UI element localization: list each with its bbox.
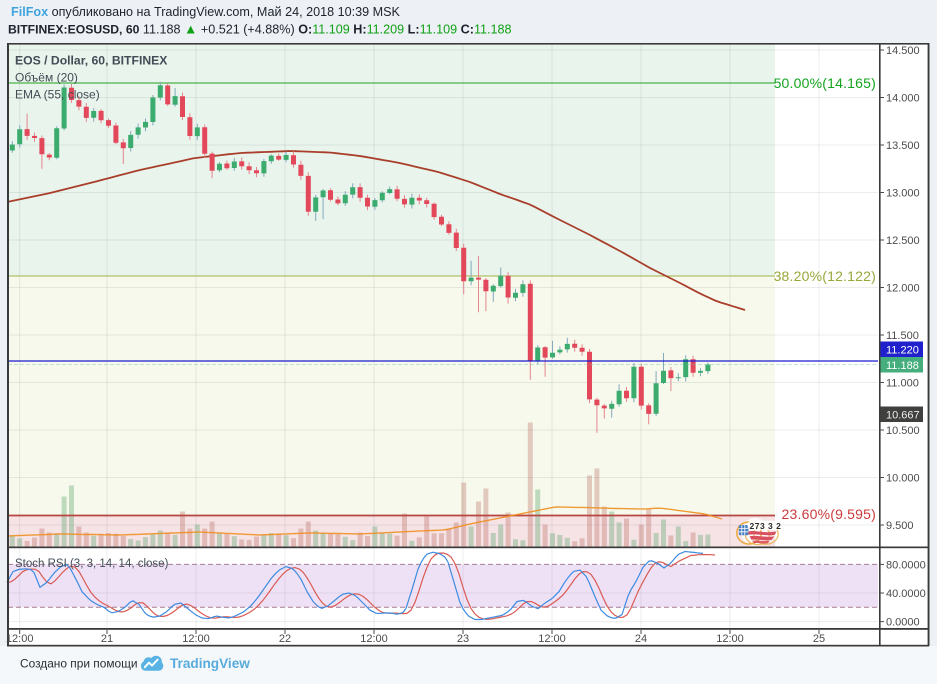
svg-text:80.0000: 80.0000 <box>886 559 926 571</box>
svg-text:FilFox опубликовано на Trading: FilFox опубликовано на TradingView.com, … <box>11 5 401 19</box>
svg-text:Stoch RSI (3, 3, 14, 14, close: Stoch RSI (3, 3, 14, 14, close) <box>15 558 169 570</box>
svg-text:13.000: 13.000 <box>886 188 920 200</box>
svg-text:12.000: 12.000 <box>886 283 920 295</box>
svg-text:13.500: 13.500 <box>886 140 920 152</box>
svg-text:14.000: 14.000 <box>886 93 920 105</box>
svg-text:50.00%(14.165): 50.00%(14.165) <box>774 75 876 91</box>
svg-text:EMA (55, close): EMA (55, close) <box>15 88 100 102</box>
svg-text:12:00: 12:00 <box>182 633 210 645</box>
svg-text:12:00: 12:00 <box>716 633 744 645</box>
svg-text:22: 22 <box>279 633 291 645</box>
svg-text:21: 21 <box>101 633 113 645</box>
svg-text:12:00: 12:00 <box>6 633 34 645</box>
svg-text:0.0000: 0.0000 <box>886 617 920 629</box>
svg-text:12:00: 12:00 <box>360 633 388 645</box>
svg-text:11.188: 11.188 <box>886 360 919 372</box>
svg-text:TradingView: TradingView <box>170 656 250 671</box>
svg-text:24: 24 <box>635 633 647 645</box>
svg-text:23: 23 <box>457 633 469 645</box>
svg-text:14.500: 14.500 <box>886 45 920 57</box>
svg-text:40.0000: 40.0000 <box>886 588 926 600</box>
svg-text:12:00: 12:00 <box>538 633 566 645</box>
svg-text:25: 25 <box>813 633 825 645</box>
svg-text:10.667: 10.667 <box>886 409 920 421</box>
svg-text:23.60%(9.595): 23.60%(9.595) <box>782 506 876 522</box>
svg-text:12.500: 12.500 <box>886 235 920 247</box>
svg-text:Создано при помощи: Создано при помощи <box>20 657 138 671</box>
svg-text:Объём (20): Объём (20) <box>15 71 78 85</box>
svg-text:10.000: 10.000 <box>886 473 920 485</box>
svg-text:11.000: 11.000 <box>886 378 919 390</box>
svg-text:BITFINEX:EOSUSD, 60 11.188 ▲ +: BITFINEX:EOSUSD, 60 11.188 ▲ +0.521 (+4.… <box>8 21 512 36</box>
svg-text:273 3 2: 273 3 2 <box>750 521 782 531</box>
svg-text:11.220: 11.220 <box>886 344 919 356</box>
svg-text:10.500: 10.500 <box>886 425 920 437</box>
svg-text:11.500: 11.500 <box>886 330 919 342</box>
svg-text:9.500: 9.500 <box>886 520 914 532</box>
svg-text:EOS / Dollar, 60, BITFINEX: EOS / Dollar, 60, BITFINEX <box>15 54 168 68</box>
svg-text:38.20%(12.122): 38.20%(12.122) <box>774 268 876 284</box>
